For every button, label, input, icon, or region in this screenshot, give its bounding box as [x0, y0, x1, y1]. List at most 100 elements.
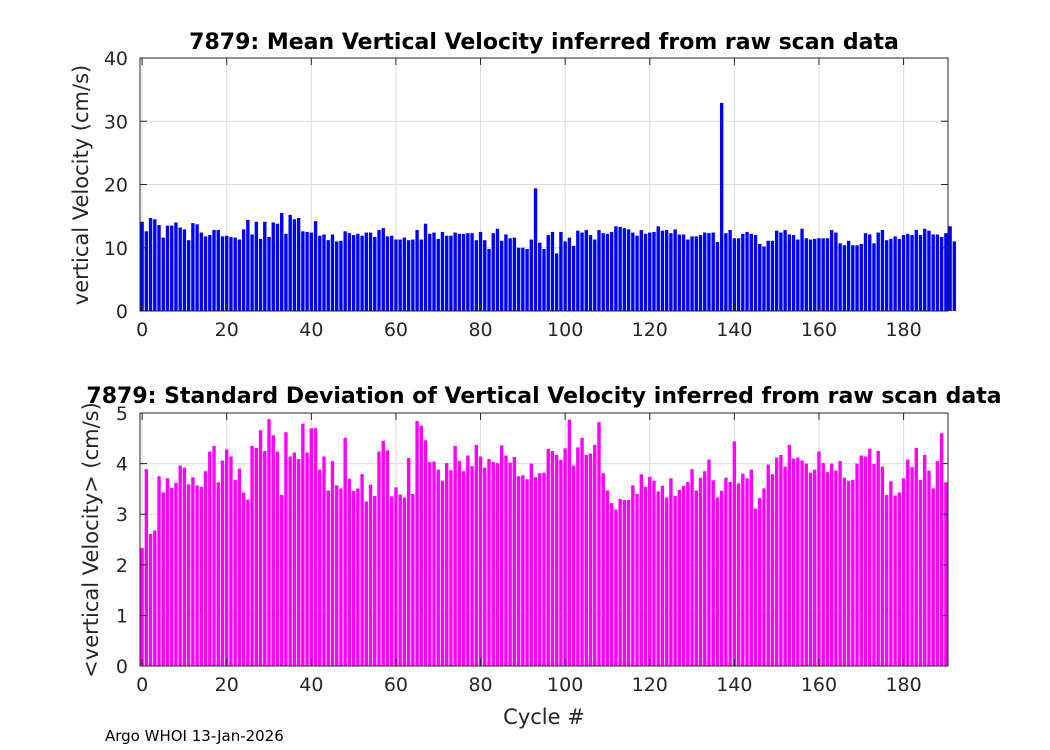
std-bar [825, 472, 830, 666]
mean-bar [351, 235, 356, 311]
std-bar [791, 458, 796, 666]
std-bar [220, 460, 225, 666]
mean-bar [906, 233, 910, 311]
std-bar [508, 462, 512, 666]
mean-bar [364, 232, 369, 311]
std-bar [271, 435, 275, 666]
std-bar [398, 494, 402, 666]
std-bar [533, 477, 538, 666]
mean-bar [529, 239, 533, 311]
std-bar [250, 445, 254, 666]
std-bar [931, 488, 935, 666]
std-bar [478, 456, 483, 666]
mean-bar [343, 231, 347, 311]
std-bar [229, 456, 233, 666]
mean-bar [241, 229, 246, 311]
mean-bar [313, 221, 318, 311]
std-bar [944, 482, 948, 666]
std-bar [466, 455, 470, 666]
mean-bar [237, 239, 242, 311]
std-bar [208, 451, 212, 666]
std-bar [275, 451, 280, 666]
mean-bar [271, 222, 275, 311]
std-bar [318, 469, 322, 666]
mean-bar [428, 233, 432, 311]
mean-bar [474, 240, 478, 311]
std-bar [406, 458, 411, 666]
std-bar [774, 457, 779, 666]
mean-velocity-title: 7879: Mean Vertical Velocity inferred fr… [189, 30, 899, 55]
mean-bar [796, 239, 800, 311]
mean-bar [516, 247, 521, 311]
mean-bar [753, 235, 758, 311]
std-bar [766, 464, 770, 666]
std-bar [677, 489, 682, 666]
mean-bar [478, 231, 483, 311]
std-bar [597, 422, 601, 666]
mean-bar [817, 238, 821, 311]
std-bar [364, 501, 369, 666]
std-bar [550, 450, 555, 666]
mean-bar [889, 238, 893, 311]
mean-bar [208, 235, 212, 311]
mean-bar [436, 238, 440, 311]
mean-bar [927, 230, 931, 311]
std-bar [182, 467, 187, 666]
std-bar [914, 447, 918, 666]
std-bar [834, 470, 838, 666]
mean-bar [542, 249, 546, 311]
mean-bar [681, 234, 686, 311]
std-bar [859, 455, 863, 666]
std-bar [258, 430, 263, 666]
std-bar [910, 467, 914, 666]
mean-bar [148, 218, 153, 311]
mean-bar [948, 226, 952, 311]
std-bar [838, 461, 842, 666]
mean-bar [402, 237, 407, 311]
std-bar [373, 495, 377, 666]
std-bar [525, 479, 529, 666]
mean-bar [144, 231, 149, 311]
std-bar [225, 449, 229, 666]
std-bar [863, 456, 868, 666]
std-bar [313, 428, 318, 666]
std-bar [491, 462, 495, 666]
std-bar [906, 459, 910, 666]
std-bar [643, 486, 648, 666]
std-bar [483, 467, 487, 666]
mean-bar [229, 237, 233, 311]
std-bar [876, 450, 880, 666]
mean-bar [834, 232, 838, 311]
std-bar [538, 473, 542, 666]
mean-bar [411, 239, 415, 311]
std-bar [191, 477, 195, 666]
std-bar [631, 485, 635, 666]
mean-bar [550, 231, 555, 311]
std-bar [411, 493, 415, 666]
mean-bar [698, 235, 703, 311]
std-bar [555, 455, 559, 666]
mean-bar [491, 233, 495, 311]
std-bar [639, 474, 643, 666]
mean-bar [821, 238, 825, 311]
std-xtick-label: 140 [716, 674, 752, 696]
mean-bar [555, 253, 559, 311]
mean-bar [622, 228, 627, 311]
mean-bar [719, 102, 724, 311]
std-bar [203, 471, 208, 666]
mean-bar [648, 232, 652, 311]
mean-bar [406, 240, 411, 311]
mean-ytick-label: 20 [104, 175, 128, 197]
std-bar [296, 459, 301, 666]
mean-bar [855, 245, 859, 311]
mean-bar [601, 233, 605, 311]
mean-bar [483, 240, 487, 311]
std-bar [512, 457, 517, 666]
mean-bar [563, 241, 567, 311]
std-ytick-label: 5 [116, 403, 128, 425]
std-bar [884, 494, 889, 666]
std-bar [749, 469, 753, 666]
std-bar [829, 463, 834, 666]
mean-bar [863, 233, 868, 311]
mean-xtick-label: 100 [547, 319, 583, 341]
